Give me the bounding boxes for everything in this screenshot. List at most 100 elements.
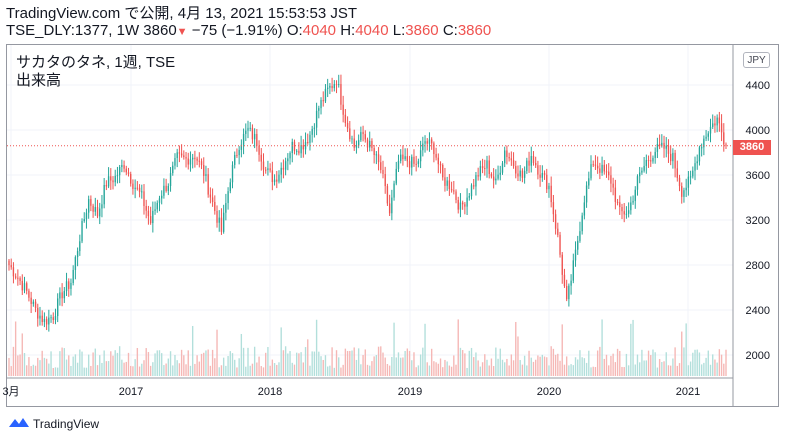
volume-bar: [486, 359, 488, 376]
volume-bar: [76, 362, 79, 376]
candle-body: [145, 206, 147, 211]
candle-body: [116, 175, 119, 177]
candle-body: [512, 160, 515, 167]
candle-body: [442, 165, 444, 178]
candle-body: [676, 168, 679, 178]
y-tick-label: 2000: [746, 350, 770, 362]
volume-bar: [59, 351, 61, 376]
close-value: 3860: [457, 22, 492, 39]
volume-bar: [473, 357, 475, 376]
candle-body: [256, 133, 258, 146]
volume-bar: [417, 365, 420, 376]
candle-body: [718, 117, 721, 124]
candle-body: [74, 257, 77, 270]
volume-bar: [329, 365, 331, 376]
volume-bar: [172, 365, 174, 376]
candle-body: [461, 202, 464, 205]
volume-bar: [526, 365, 528, 376]
volume-bar: [371, 361, 373, 376]
candle-body: [167, 185, 170, 191]
volume-bar: [501, 359, 504, 376]
volume-bar: [136, 347, 139, 376]
last-price-label: 3860: [733, 140, 771, 155]
candle-body: [326, 87, 329, 90]
volume-bar: [231, 353, 234, 376]
candle-body: [490, 173, 493, 177]
candle-body: [554, 214, 557, 229]
candle-body: [588, 178, 590, 186]
volume-bar: [645, 360, 648, 376]
candle-body: [530, 156, 532, 166]
volume-bar: [650, 355, 652, 376]
volume-bar: [426, 362, 428, 376]
volume-bar: [333, 367, 335, 376]
currency-badge[interactable]: JPY: [743, 52, 770, 68]
candle-body: [692, 170, 694, 177]
volume-bar: [369, 365, 371, 376]
candle-body: [652, 157, 654, 162]
volume-bar: [72, 356, 74, 376]
volume-bar: [678, 363, 681, 376]
tradingview-footer[interactable]: TradingView: [8, 416, 99, 431]
volume-bar: [17, 355, 19, 376]
candle-body: [508, 156, 510, 159]
volume-bar: [716, 362, 718, 376]
y-tick-label: 4400: [746, 80, 770, 92]
candle-body: [592, 164, 594, 166]
volume-bar: [245, 366, 247, 376]
candle-body: [48, 317, 50, 325]
volume-bar: [141, 363, 143, 376]
candle-body: [492, 176, 495, 181]
candle-body: [499, 172, 501, 175]
candle-body: [32, 301, 35, 304]
volume-bar: [48, 363, 50, 376]
candle-body: [329, 85, 331, 88]
volume-bar: [169, 351, 172, 376]
y-tick-label: 2400: [746, 305, 770, 317]
volume-bar: [720, 354, 723, 376]
volume-bar: [68, 355, 70, 376]
x-tick-label: 2021: [676, 386, 700, 398]
volume-bar: [599, 346, 601, 376]
volume-bar: [19, 354, 21, 376]
volume-bar: [83, 367, 85, 376]
candle-body: [610, 175, 612, 184]
candle-body: [388, 203, 391, 214]
volume-bar: [601, 319, 603, 376]
candle-body: [650, 160, 652, 162]
volume-bar: [256, 362, 258, 376]
volume-bar: [424, 323, 426, 376]
volume-bar: [534, 359, 537, 376]
candle-body: [353, 138, 355, 148]
volume-bar: [689, 361, 692, 376]
candle-body: [340, 84, 342, 105]
volume-bar: [627, 365, 630, 376]
candle-body: [309, 134, 311, 143]
candle-body: [194, 157, 196, 159]
candle-body: [543, 173, 546, 175]
volume-bar: [154, 353, 156, 376]
candle-body: [552, 202, 555, 215]
volume-bar: [448, 365, 451, 376]
candle-body: [723, 132, 725, 145]
volume-bar: [539, 356, 541, 376]
candle-body: [52, 317, 54, 320]
volume-bar: [360, 364, 362, 376]
candle-body: [357, 140, 360, 146]
candle-body: [362, 132, 364, 135]
candle-body: [251, 127, 254, 140]
candle-body: [495, 178, 497, 181]
volume-bar: [10, 366, 12, 376]
candle-body: [377, 154, 380, 163]
volume-bar: [408, 350, 411, 376]
candle-body: [415, 163, 417, 165]
volume-bar: [353, 347, 355, 376]
candle-body: [87, 199, 90, 213]
candle-body: [391, 197, 393, 214]
volume-bar: [74, 354, 77, 376]
candle-body: [444, 177, 446, 186]
candle-body: [627, 210, 630, 214]
candle-body: [380, 162, 382, 170]
volume-bar: [99, 355, 101, 376]
